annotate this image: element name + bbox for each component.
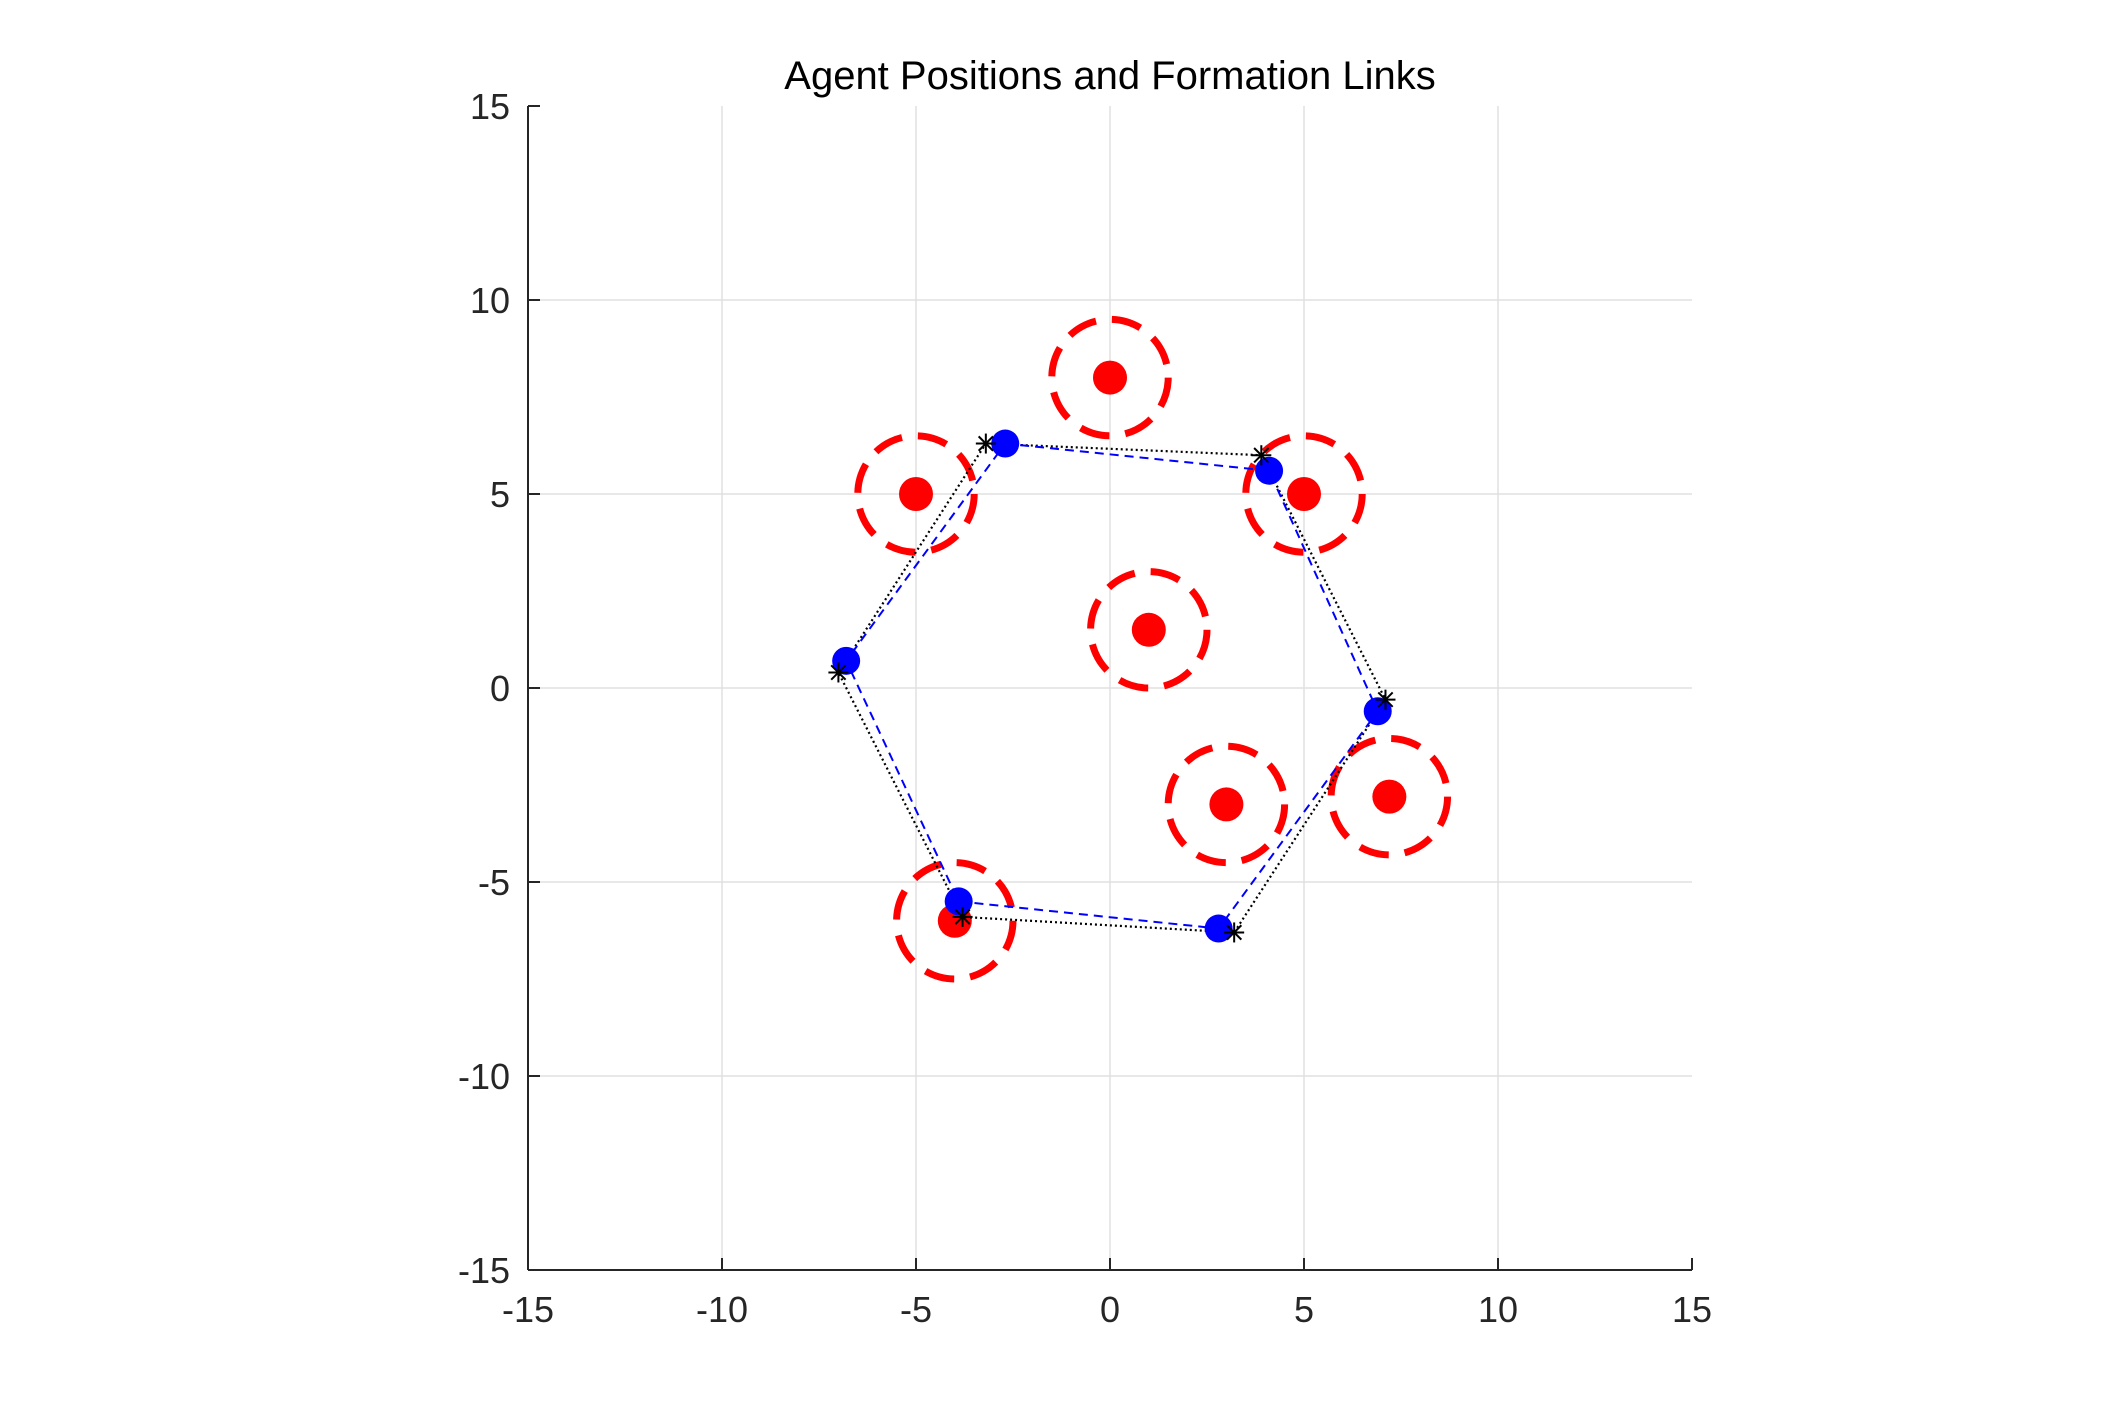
y-tick-label: 0 xyxy=(490,668,510,709)
chart-title: Agent Positions and Formation Links xyxy=(784,54,1435,98)
x-tick-label: 15 xyxy=(1672,1289,1712,1330)
grid-lines xyxy=(528,106,1692,1270)
y-tick-label: -5 xyxy=(478,862,510,903)
tick-labels: -15 -10 -5 0 5 10 15 -15 -10 -5 0 5 10 15 xyxy=(458,86,1712,1330)
x-tick-label: -15 xyxy=(502,1289,554,1330)
data-layer xyxy=(828,315,1452,983)
obstacle-ring xyxy=(1242,432,1366,556)
target-marker xyxy=(1224,922,1245,943)
obstacle-ring xyxy=(1048,315,1172,440)
obstacle-ring xyxy=(1164,742,1289,867)
obstacle-ring xyxy=(1327,734,1452,859)
asterisk-stroke xyxy=(830,664,847,681)
asterisk-stroke xyxy=(954,909,971,925)
x-tick-label: -5 xyxy=(900,1289,932,1330)
asterisk-stroke xyxy=(1377,691,1394,708)
x-tick-label: 0 xyxy=(1100,1289,1120,1330)
obstacle-core xyxy=(1131,612,1166,647)
obstacle-core xyxy=(1093,360,1127,395)
x-tick-label: -10 xyxy=(696,1289,748,1330)
agent-point xyxy=(944,887,973,916)
obstacle-core xyxy=(1372,779,1407,814)
axes xyxy=(527,105,1693,1271)
obstacle-ring xyxy=(1087,568,1211,692)
y-tick-label: 10 xyxy=(470,280,510,321)
obstacle-core xyxy=(1287,477,1321,511)
agent-point xyxy=(1204,914,1233,943)
asterisk-stroke xyxy=(1226,924,1243,941)
target-marker xyxy=(828,662,849,683)
asterisk-stroke xyxy=(1253,447,1270,464)
x-tick-label: 5 xyxy=(1294,1289,1314,1330)
target-marker xyxy=(1251,445,1272,466)
target-marker xyxy=(975,433,996,454)
obstacle-ring xyxy=(893,859,1017,983)
obstacle-core xyxy=(899,477,933,511)
target-marker xyxy=(1375,689,1396,710)
asterisk-stroke xyxy=(977,435,994,452)
y-tick-label: 15 xyxy=(470,86,510,127)
agent-point xyxy=(1255,456,1284,485)
x-tick-label: 10 xyxy=(1478,1289,1518,1330)
obstacle-ring xyxy=(854,432,978,556)
target-marker xyxy=(952,906,973,927)
y-tick-label: 5 xyxy=(490,474,510,515)
obstacle-core xyxy=(1209,787,1244,822)
y-tick-label: -10 xyxy=(458,1056,510,1097)
y-tick-label: -15 xyxy=(458,1250,510,1291)
agent-point xyxy=(991,429,1020,458)
